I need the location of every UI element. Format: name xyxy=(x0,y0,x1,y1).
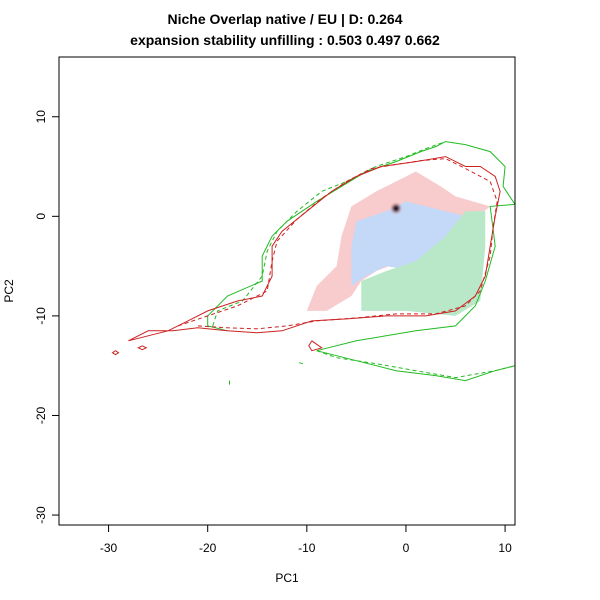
native-contour-0 xyxy=(207,141,515,382)
invaded-contour-3 xyxy=(308,340,323,352)
chart-title-line2: expansion stability unfilling : 0.503 0.… xyxy=(130,32,440,48)
y-tick-label: 0 xyxy=(34,213,48,220)
y-tick-label: 10 xyxy=(34,110,48,124)
y-tick-label: -30 xyxy=(34,506,48,524)
stability-region xyxy=(351,201,471,286)
x-axis-label: PC1 xyxy=(275,571,299,585)
y-tick-label: -10 xyxy=(34,307,48,325)
x-tick-label: -10 xyxy=(298,541,316,555)
x-tick-label: 0 xyxy=(403,541,410,555)
x-axis: -30 -20 -10 0 10 xyxy=(100,525,512,555)
plot-area xyxy=(111,141,515,385)
native-contour-2 xyxy=(298,362,304,365)
invaded-contour-0 xyxy=(128,156,501,342)
x-tick-label: -20 xyxy=(199,541,217,555)
y-axis: -30 -20 -10 0 10 xyxy=(34,110,59,524)
chart-title-line1: Niche Overlap native / EU | D: 0.264 xyxy=(167,11,402,27)
unfilling-region xyxy=(361,211,486,316)
invaded-contour-1 xyxy=(111,350,120,356)
invaded-contour-2 xyxy=(137,345,148,351)
plot-frame xyxy=(58,56,516,526)
niche-regions xyxy=(306,171,491,316)
y-tick-label: -20 xyxy=(34,406,48,424)
native-contour-dashed-0 xyxy=(212,141,446,327)
invaded-contour-dashed-0 xyxy=(177,158,498,330)
y-axis-label: PC2 xyxy=(2,279,16,303)
x-tick-label: -30 xyxy=(100,541,118,555)
density-contours xyxy=(111,141,515,385)
x-tick-label: 10 xyxy=(498,541,512,555)
density-peak xyxy=(389,201,404,216)
native-contour-dashed-1 xyxy=(316,350,515,379)
